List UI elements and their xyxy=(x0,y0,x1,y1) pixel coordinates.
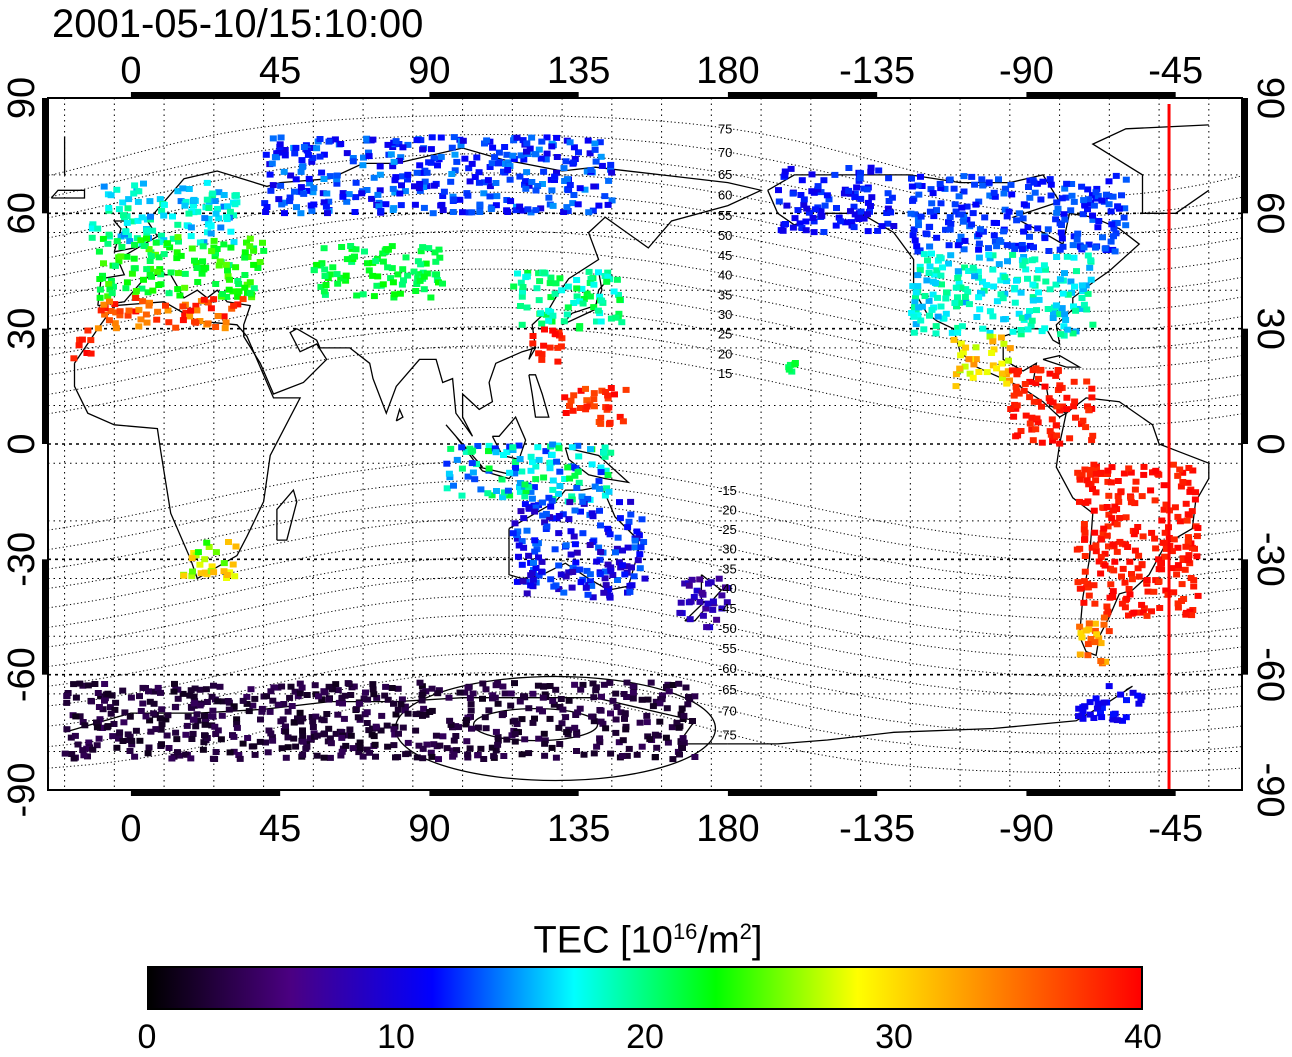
colorbar-title-unit-exponent: 2 xyxy=(739,919,752,944)
svg-text:60: 60 xyxy=(1,192,43,234)
svg-text:75: 75 xyxy=(718,121,732,136)
colorbar-tick-label: 30 xyxy=(875,1018,913,1056)
svg-text:90: 90 xyxy=(408,50,450,92)
svg-text:180: 180 xyxy=(696,50,759,92)
lon-ticks-top: 0 45 90 135 180 -135 -90 -45 xyxy=(120,50,1203,92)
svg-text:-60: -60 xyxy=(718,661,737,676)
svg-text:135: 135 xyxy=(547,808,610,850)
svg-text:-30: -30 xyxy=(1249,532,1291,587)
colorbar-tick-label: 0 xyxy=(137,1018,157,1056)
colorbar-tick-label: 10 xyxy=(377,1018,415,1056)
colorbar-title-exponent: 16 xyxy=(672,919,698,944)
map-title: 2001-05-10/15:10:00 xyxy=(52,2,424,46)
svg-text:-90: -90 xyxy=(1249,763,1291,818)
svg-text:-55: -55 xyxy=(718,641,737,656)
lon-ticks-bottom: 0 45 90 135 180 -135 -90 -45 xyxy=(120,808,1203,850)
svg-text:-40: -40 xyxy=(718,581,737,596)
svg-text:180: 180 xyxy=(696,808,759,850)
svg-text:-90: -90 xyxy=(999,808,1054,850)
svg-text:30: 30 xyxy=(1249,308,1291,350)
svg-text:0: 0 xyxy=(120,50,141,92)
svg-text:-45: -45 xyxy=(718,601,737,616)
svg-text:-135: -135 xyxy=(839,808,915,850)
svg-text:65: 65 xyxy=(718,167,732,182)
svg-text:30: 30 xyxy=(718,307,732,322)
svg-text:40: 40 xyxy=(718,268,732,283)
svg-text:60: 60 xyxy=(1249,192,1291,234)
graticule-grid xyxy=(48,98,1242,790)
magnetic-latitude-contours xyxy=(47,114,1243,782)
svg-text:-30: -30 xyxy=(718,542,737,557)
svg-text:-50: -50 xyxy=(718,621,737,636)
svg-text:-65: -65 xyxy=(718,682,737,697)
svg-text:20: 20 xyxy=(718,346,732,361)
svg-text:-60: -60 xyxy=(1249,647,1291,702)
svg-text:35: 35 xyxy=(718,287,732,302)
svg-text:55: 55 xyxy=(718,208,732,223)
tec-cells xyxy=(61,134,1202,763)
svg-text:25: 25 xyxy=(718,327,732,342)
svg-text:60: 60 xyxy=(718,188,732,203)
contour-labels: 75 70 65 60 55 50 45 40 35 30 25 20 15 -15 -20 -25 -30 -3… xyxy=(718,121,737,742)
colorbar xyxy=(147,966,1143,1010)
svg-text:0: 0 xyxy=(120,808,141,850)
svg-text:-90: -90 xyxy=(1,763,43,818)
svg-text:-90: -90 xyxy=(999,50,1054,92)
tec-map: 75 70 65 60 55 50 45 40 35 30 25 20 15 -15 -20 -25 -30 -3… xyxy=(1,50,1291,850)
svg-text:0: 0 xyxy=(1,433,43,454)
svg-text:-70: -70 xyxy=(718,704,737,719)
svg-text:30: 30 xyxy=(1,308,43,350)
svg-text:-135: -135 xyxy=(839,50,915,92)
colorbar-title-unit: /m xyxy=(697,919,740,962)
svg-text:15: 15 xyxy=(718,366,732,381)
svg-text:45: 45 xyxy=(259,50,301,92)
colorbar-tick-label: 20 xyxy=(626,1018,664,1056)
lat-ticks-right: 90 60 30 0 -30 -60 -90 xyxy=(1249,77,1291,818)
svg-text:-75: -75 xyxy=(718,727,737,742)
colorbar-tick-label: 40 xyxy=(1124,1018,1162,1056)
svg-text:-45: -45 xyxy=(1148,808,1203,850)
svg-text:-25: -25 xyxy=(718,522,737,537)
colorbar-title-close: ] xyxy=(751,919,763,962)
svg-text:-60: -60 xyxy=(1,647,43,702)
svg-text:-45: -45 xyxy=(1148,50,1203,92)
colorbar-title: TEC [1016/m2] xyxy=(0,910,1292,963)
frame-bars xyxy=(42,92,1248,796)
svg-text:-35: -35 xyxy=(718,561,737,576)
svg-text:70: 70 xyxy=(718,145,732,160)
svg-text:90: 90 xyxy=(1249,77,1291,119)
svg-text:45: 45 xyxy=(259,808,301,850)
svg-text:-30: -30 xyxy=(1,532,43,587)
svg-text:-20: -20 xyxy=(718,503,737,518)
svg-text:0: 0 xyxy=(1249,433,1291,454)
svg-text:-15: -15 xyxy=(718,483,737,498)
svg-text:90: 90 xyxy=(408,808,450,850)
svg-text:90: 90 xyxy=(1,77,43,119)
svg-text:45: 45 xyxy=(718,248,732,263)
svg-text:50: 50 xyxy=(718,228,732,243)
colorbar-title-main: TEC [10 xyxy=(533,919,673,962)
lat-ticks-left: 90 60 30 0 -30 -60 -90 xyxy=(1,77,43,818)
svg-text:135: 135 xyxy=(547,50,610,92)
